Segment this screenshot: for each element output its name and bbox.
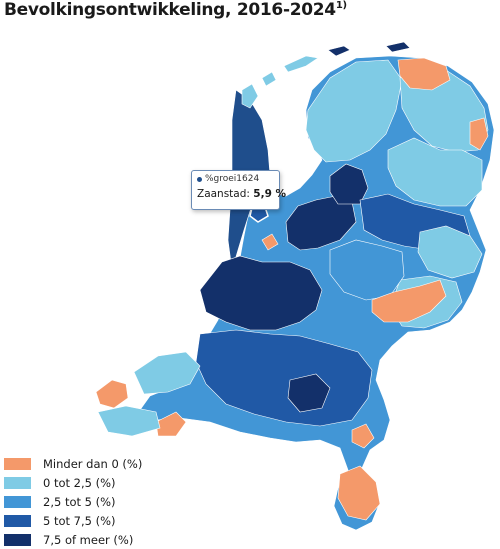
legend-swatch (4, 533, 31, 546)
arnhem-decline-area[interactable] (371, 279, 447, 323)
map-title: Bevolkingsontwikkeling, 2016-20241) (4, 0, 347, 20)
ameland-island[interactable] (327, 45, 351, 57)
legend-item[interactable]: Minder dan 0 (%) (4, 454, 142, 473)
map-legend: Minder dan 0 (%) 0 tot 2,5 (%) 2,5 tot 5… (4, 454, 142, 549)
legend-swatch (4, 476, 31, 489)
limburg-south-decline-area[interactable] (337, 465, 381, 521)
legend-label: 2,5 tot 5 (%) (43, 494, 116, 509)
tooltip-header: %groei1624 (197, 174, 274, 184)
eindhoven-region[interactable] (287, 373, 331, 413)
twente-region[interactable] (417, 225, 483, 279)
legend-item[interactable]: 0 tot 2,5 (%) (4, 473, 142, 492)
tooltip-value: 5,9 % (253, 188, 287, 200)
legend-swatch (4, 514, 31, 527)
tooltip-region: Zaanstad: (197, 188, 250, 200)
drenthe-region[interactable] (387, 137, 483, 207)
zeeuws-vlaanderen-decline-area[interactable] (155, 411, 187, 437)
legend-label: 0 tot 2,5 (%) (43, 475, 116, 490)
noord-limburg-decline-area[interactable] (351, 423, 375, 449)
texel-island[interactable] (241, 83, 259, 109)
flevoland-region[interactable] (285, 195, 357, 251)
veluwe-region[interactable] (329, 239, 405, 301)
texel-decline-area[interactable] (261, 233, 279, 251)
schiermonnikoog-island[interactable] (385, 41, 411, 53)
footnote-marker: 1) (335, 0, 347, 11)
oldambt-decline-area[interactable] (469, 117, 489, 151)
vlieland-island[interactable] (261, 71, 277, 87)
legend-item[interactable]: 7,5 of meer (%) (4, 530, 142, 549)
legend-label: Minder dan 0 (%) (43, 456, 143, 471)
brabant-region[interactable] (195, 329, 373, 427)
tooltip-series-name: %groei1624 (205, 174, 260, 184)
south-holland-region[interactable] (199, 255, 323, 331)
legend-swatch (4, 457, 31, 470)
legend-label: 5 tot 7,5 (%) (43, 513, 116, 528)
legend-item[interactable]: 2,5 tot 5 (%) (4, 492, 142, 511)
netherlands-choropleth-map (95, 41, 495, 531)
legend-label: 7,5 of meer (%) (43, 532, 134, 547)
groningen-east-decline-area[interactable] (397, 57, 451, 91)
legend-item[interactable]: 5 tot 7,5 (%) (4, 511, 142, 530)
legend-swatch (4, 495, 31, 508)
friesland-region[interactable] (305, 59, 403, 163)
map-tooltip: %groei1624 Zaanstad: 5,9 % (191, 170, 286, 210)
zeeland-region[interactable] (133, 351, 201, 395)
map-title-text: Bevolkingsontwikkeling, 2016-2024 (4, 0, 336, 20)
series-dot-icon (197, 176, 202, 182)
tooltip-row: Zaanstad: 5,9 % (197, 188, 286, 200)
zeeland-decline-area[interactable] (95, 379, 129, 409)
terschelling-island[interactable] (283, 55, 319, 73)
noordoostpolder-region[interactable] (329, 163, 369, 205)
zeeuws-vlaanderen-region[interactable] (97, 405, 161, 437)
